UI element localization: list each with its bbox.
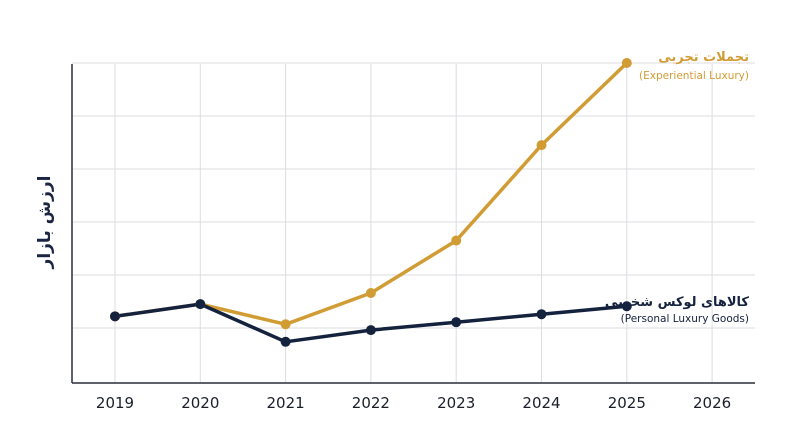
y-axis-label: ارزش بازار [35,176,55,270]
axes [71,64,755,384]
experiential-luxury-point [451,235,462,246]
personal-luxury-goods-point [536,309,547,320]
personal-luxury-goods-point [110,311,120,322]
personal-luxury-goods-point [621,301,632,312]
personal-luxury-goods-point [195,299,206,310]
x-tick-labels: 2019 2020 2021 2022 2023 2024 2025 2026 [96,394,731,412]
x-tick-label: 2024 [522,394,560,412]
personal-luxury-goods-point [280,336,291,347]
experiential-luxury-point [280,319,291,330]
series-points [110,58,632,347]
experiential-luxury-name: تجملات تجربی [658,50,749,65]
experiential-luxury-point [365,288,376,299]
experiential-luxury-subtitle: (Experiential Luxury) [639,70,749,82]
x-tick-label: 2022 [352,394,390,412]
experiential-luxury-point [536,140,547,151]
x-tick-label: 2019 [96,394,134,412]
x-tick-label: 2026 [693,394,731,412]
x-tick-label: 2025 [608,394,646,412]
x-tick-label: 2020 [181,394,219,412]
personal-luxury-goods-point [451,317,462,328]
personal-luxury-goods-subtitle: (Personal Luxury Goods) [621,313,749,325]
personal-luxury-goods-point [365,325,376,336]
x-tick-label: 2021 [267,394,305,412]
series-labels: تجملات تجربی (Experiential Luxury) کالاهای… [605,50,750,325]
x-tick-label: 2023 [437,394,475,412]
gridlines [72,62,755,383]
personal-luxury-goods-name: کالاهای لوکس شخصی [605,295,750,310]
experiential-luxury-point [621,58,632,68]
